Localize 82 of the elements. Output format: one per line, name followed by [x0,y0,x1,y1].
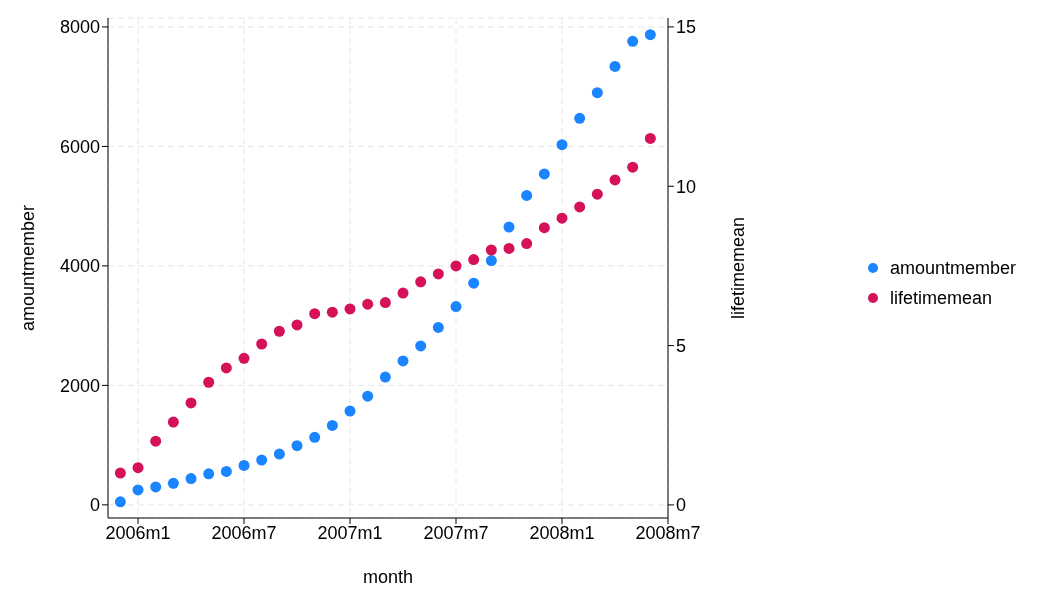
point [432,321,444,333]
y-tick-label: 2000 [59,375,100,396]
point [362,298,374,310]
point [326,419,338,431]
point [291,319,303,331]
point [362,390,374,402]
y2-tick-label: 0 [676,495,687,516]
point [220,465,232,477]
point [450,260,462,272]
point [556,212,568,224]
y-tick-label: 0 [89,495,100,516]
point [609,174,621,186]
y2-axis-title: lifetimemean [728,216,749,320]
point [538,222,550,234]
point [379,297,391,309]
y-tick-label: 4000 [59,256,100,277]
x-tick-label: 2008m1 [529,522,595,543]
legend-label: lifetimemean [890,287,993,310]
point [167,477,179,489]
point [309,431,321,443]
point [538,168,550,180]
point [503,221,515,233]
y2-tick-label: 5 [676,335,687,356]
x-tick-label: 2006m1 [105,522,171,543]
x-tick-label: 2007m7 [423,522,489,543]
point [591,188,603,200]
point [132,484,144,496]
point [468,277,480,289]
x-tick-label: 2008m7 [635,522,701,543]
point [291,440,303,452]
point [556,139,568,151]
point [344,405,356,417]
x-axis-title: month [362,567,414,587]
point [132,462,144,474]
point [415,276,427,288]
point [521,189,533,201]
point [485,244,497,256]
y2-tick-label: 10 [676,176,697,197]
point [397,355,409,367]
point [203,468,215,480]
point [185,473,197,485]
point [150,435,162,447]
point [609,60,621,72]
point [273,325,285,337]
point [574,112,586,124]
point [220,362,232,374]
point [256,454,268,466]
point [397,287,409,299]
x-tick-label: 2007m1 [317,522,383,543]
point [203,376,215,388]
point [644,29,656,41]
point [574,201,586,213]
point [591,87,603,99]
y2-tick-label: 15 [676,17,697,38]
point [256,338,268,350]
point [627,35,639,47]
point [644,132,656,144]
point [450,301,462,313]
point [326,306,338,318]
point [503,242,515,254]
point [485,255,497,267]
y-axis-title: amountmember [18,204,39,332]
point [150,481,162,493]
point [185,397,197,409]
point [114,467,126,479]
point [379,371,391,383]
point [238,459,250,471]
point [627,161,639,173]
point [521,238,533,250]
point [114,496,126,508]
point [167,416,179,428]
point [415,340,427,352]
point [432,268,444,280]
legend-label: amountmember [890,257,1017,280]
point [238,352,250,364]
point [344,303,356,315]
point [309,308,321,320]
point [468,254,480,266]
y-tick-label: 6000 [59,136,100,157]
y-tick-label: 8000 [59,17,100,38]
x-tick-label: 2006m7 [211,522,277,543]
point [273,448,285,460]
